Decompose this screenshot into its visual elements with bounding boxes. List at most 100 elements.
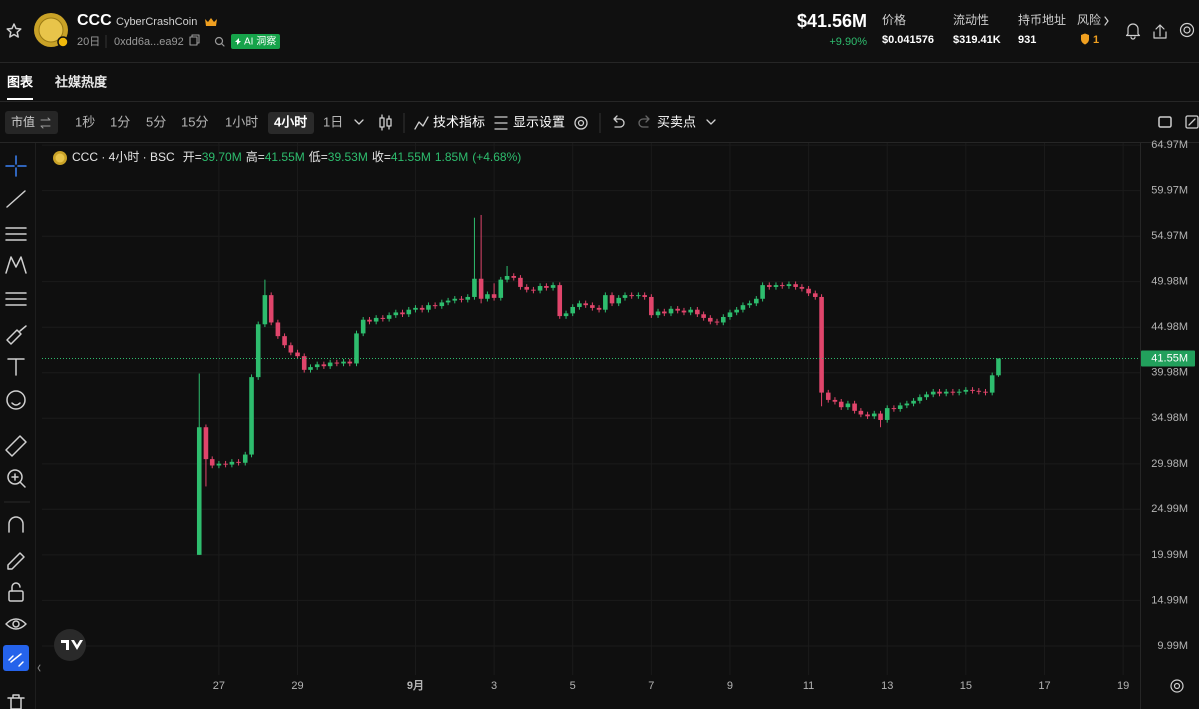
risk-label[interactable]: 风险 xyxy=(1077,12,1101,27)
y-tick-label: 44.98M xyxy=(1151,321,1188,333)
zoom-tool[interactable] xyxy=(7,469,26,488)
y-tick-label: 34.98M xyxy=(1151,412,1188,424)
risk-chevron xyxy=(1104,16,1109,26)
tradingview-logo xyxy=(54,629,86,661)
candle-body xyxy=(334,362,340,364)
undo-icon[interactable] xyxy=(613,115,625,128)
stat-label: 持币地址 xyxy=(1018,12,1066,27)
stats: 价格 $0.041576 流动性 $319.41K 持币地址 931 xyxy=(882,12,1066,46)
candle-body xyxy=(819,296,824,393)
candle-body xyxy=(504,276,510,280)
y-tick-label: 59.97M xyxy=(1151,185,1188,197)
text-tool[interactable] xyxy=(7,358,25,376)
x-tick-label: 11 xyxy=(803,680,814,692)
candle-body xyxy=(996,358,1001,376)
candle-body xyxy=(904,403,910,406)
ai-badge[interactable] xyxy=(231,34,280,49)
legend-volume: 1.85M xyxy=(435,150,468,164)
visibility-tool[interactable] xyxy=(5,618,27,630)
trades-more[interactable] xyxy=(706,119,716,125)
ruler-tool[interactable] xyxy=(5,435,27,457)
crown-icon xyxy=(205,18,217,26)
emoji-tool[interactable] xyxy=(6,390,26,410)
delete-tool[interactable] xyxy=(7,694,25,709)
trendline-tool[interactable] xyxy=(6,190,26,208)
lock-tool[interactable] xyxy=(8,582,24,602)
candle-body xyxy=(642,295,647,297)
interval-option[interactable]: 1分 xyxy=(110,114,130,129)
candle-body xyxy=(695,309,700,315)
share-icon[interactable] xyxy=(1153,24,1167,39)
token-age: 20日 xyxy=(77,36,100,48)
interval-option[interactable]: 1日 xyxy=(323,114,343,129)
copy-icon[interactable] xyxy=(189,34,200,46)
token-symbol: CCC xyxy=(77,12,112,29)
x-tick-label: 7 xyxy=(648,680,654,692)
candle-body xyxy=(786,284,792,287)
candle-body xyxy=(812,293,818,297)
candle-body xyxy=(950,391,956,393)
display-button[interactable]: 显示设置 xyxy=(513,114,565,129)
candle-body xyxy=(655,311,661,316)
projection-tool[interactable] xyxy=(5,292,27,306)
interval-option[interactable]: 4小时 xyxy=(274,114,307,129)
trades-button[interactable]: 买卖点 xyxy=(657,114,696,129)
tab[interactable]: 社媒热度 xyxy=(54,74,108,89)
legend-field-value: 41.55M xyxy=(391,150,431,164)
candle-body xyxy=(249,377,254,455)
candle-body xyxy=(963,389,969,392)
y-tick-label: 39.98M xyxy=(1151,367,1188,379)
y-tick-label: 14.99M xyxy=(1151,594,1188,606)
x-tick-label: 13 xyxy=(881,680,893,692)
magnet-tool[interactable] xyxy=(8,516,24,533)
candle-body xyxy=(570,306,576,314)
fib-tool[interactable] xyxy=(5,227,27,241)
mode-toggle[interactable] xyxy=(5,111,58,134)
interval-option[interactable]: 1秒 xyxy=(75,114,95,129)
x-tick-label: 29 xyxy=(291,680,303,692)
candle-body xyxy=(347,361,353,364)
pattern-tool[interactable] xyxy=(5,256,27,274)
stat-label: 价格 xyxy=(882,12,906,27)
tab[interactable]: 图表 xyxy=(7,74,34,89)
search-icon[interactable] xyxy=(214,36,225,47)
candle-body xyxy=(445,300,451,303)
legend-change: (+4.68%) xyxy=(472,150,521,164)
candle-body xyxy=(229,461,235,465)
interval-option[interactable]: 5分 xyxy=(146,114,166,129)
favorite-star[interactable] xyxy=(6,23,22,38)
candle-body xyxy=(400,312,405,315)
ai-badge-label[interactable]: AI 洞察 xyxy=(244,35,276,48)
candle-body xyxy=(452,298,458,301)
settings-icon[interactable] xyxy=(1179,22,1195,38)
lock-drawing-tool[interactable] xyxy=(7,552,25,570)
grid xyxy=(42,143,1140,675)
candle-body xyxy=(596,307,602,310)
indicators-button[interactable]: 技术指标 xyxy=(433,114,485,129)
candle-body xyxy=(708,317,713,322)
candle-body xyxy=(720,317,726,323)
layout-icon[interactable] xyxy=(1158,116,1172,128)
candle-body xyxy=(911,400,916,404)
candle-body xyxy=(203,427,209,460)
candles xyxy=(196,214,1001,555)
candle-body xyxy=(360,319,366,334)
candle-body xyxy=(760,285,765,299)
redo-icon[interactable] xyxy=(638,115,650,128)
sidebar-collapse[interactable] xyxy=(37,664,41,672)
mode-label[interactable]: 市值 xyxy=(11,114,35,129)
chart-settings-icon[interactable] xyxy=(574,116,588,130)
last-price-badge xyxy=(1141,350,1195,367)
interval-more[interactable] xyxy=(354,119,364,125)
interval-option[interactable]: 15分 xyxy=(181,114,208,129)
interval-option[interactable]: 1小时 xyxy=(225,114,258,129)
candle-type-icon[interactable] xyxy=(379,114,392,131)
candle-body xyxy=(268,295,274,323)
alert-icon[interactable] xyxy=(1125,23,1141,40)
crosshair-tool[interactable] xyxy=(5,155,27,177)
axis-settings-icon[interactable] xyxy=(1170,679,1184,693)
candle-body xyxy=(930,391,936,395)
brush-tool[interactable] xyxy=(6,325,27,345)
fullscreen-icon[interactable] xyxy=(1185,115,1199,129)
